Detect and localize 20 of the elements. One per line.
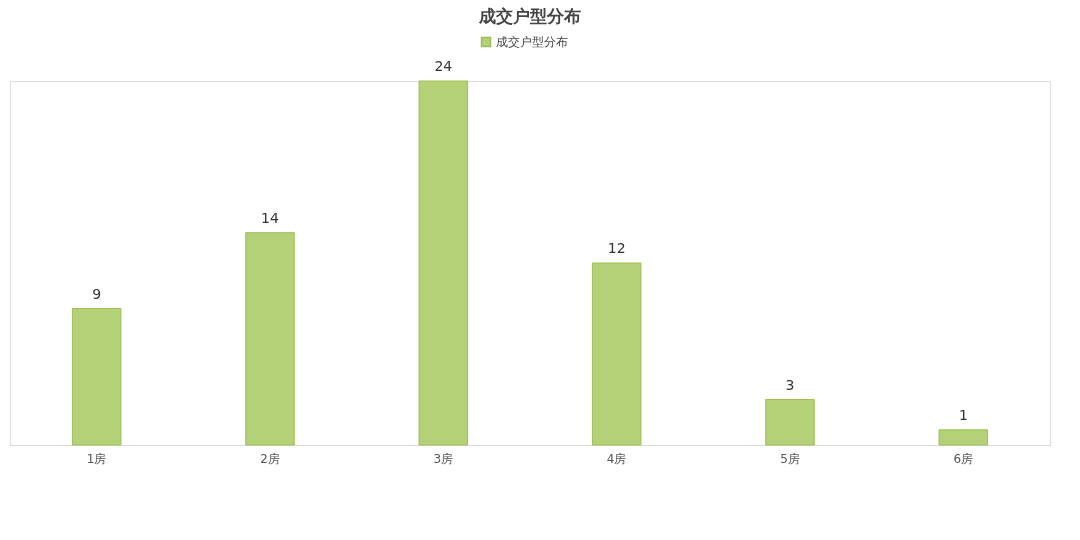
x-tick-label: 1房 <box>86 451 107 466</box>
data-label: 3 <box>785 376 795 393</box>
chart-title: 成交户型分布 <box>478 6 581 26</box>
bar <box>418 80 469 446</box>
bar <box>71 308 122 446</box>
data-label: 9 <box>92 285 102 302</box>
x-tick-label: 5房 <box>780 451 800 466</box>
x-tick-label: 3房 <box>433 451 454 466</box>
bar <box>591 262 642 446</box>
legend-label: 成交户型分布 <box>496 35 568 49</box>
bar <box>245 232 295 446</box>
data-label: 24 <box>434 58 453 74</box>
x-tick-label: 2房 <box>260 451 280 466</box>
data-label: 1 <box>958 406 968 423</box>
data-label: 12 <box>607 240 626 256</box>
x-tick-label: 6房 <box>953 451 974 466</box>
x-tick-label: 4房 <box>606 451 627 466</box>
bar <box>765 399 815 446</box>
data-label: 14 <box>261 209 279 226</box>
bar <box>938 429 989 446</box>
